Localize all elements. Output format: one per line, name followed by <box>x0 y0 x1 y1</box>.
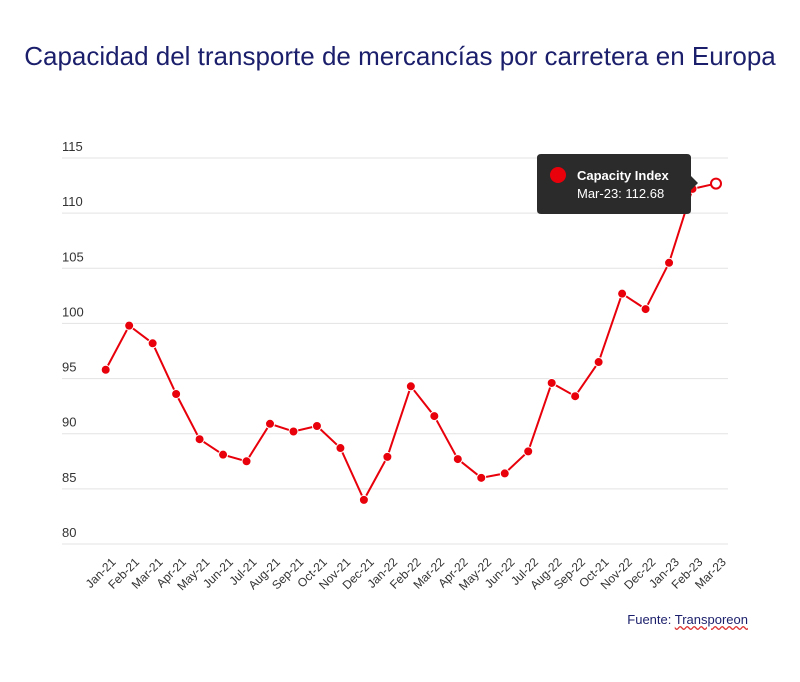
data-point <box>311 420 322 431</box>
data-point <box>241 456 252 467</box>
data-point <box>476 472 487 483</box>
y-tick-label: 110 <box>62 194 83 209</box>
y-tick-label: 105 <box>62 249 84 264</box>
data-point <box>664 257 675 268</box>
data-point <box>147 338 158 349</box>
source-label: Fuente: <box>627 612 672 627</box>
y-tick-label: 90 <box>62 415 76 430</box>
source-link[interactable]: Transporeon <box>674 612 748 627</box>
data-point <box>546 377 557 388</box>
y-tick-label: 95 <box>62 360 76 375</box>
data-point <box>710 177 722 190</box>
data-point <box>382 451 393 462</box>
data-point <box>194 434 205 445</box>
data-point <box>218 449 229 460</box>
data-point <box>100 364 111 375</box>
data-point <box>335 443 346 454</box>
source-note: Fuente: Transporeon <box>627 612 748 627</box>
tooltip-value: Mar-23: 112.68 <box>577 186 664 201</box>
y-tick-label: 80 <box>62 525 76 540</box>
y-tick-label: 115 <box>62 139 83 154</box>
chart-title: Capacidad del transporte de mercancías p… <box>24 41 776 71</box>
data-point <box>358 494 369 505</box>
data-point <box>429 411 440 422</box>
data-point <box>640 304 651 315</box>
y-tick-label: 100 <box>62 304 84 319</box>
data-point <box>452 454 463 465</box>
data-point <box>499 468 510 479</box>
tooltip: Capacity Index Mar-23: 112.68 <box>537 154 698 214</box>
data-point <box>405 381 416 392</box>
series-line <box>104 182 717 503</box>
data-point <box>124 320 135 331</box>
data-point <box>593 357 604 368</box>
tooltip-marker <box>550 167 566 183</box>
data-point <box>171 389 182 400</box>
tooltip-box <box>537 154 698 214</box>
data-point <box>570 391 581 402</box>
tooltip-series: Capacity Index <box>577 168 670 183</box>
data-point <box>265 418 276 429</box>
data-point <box>617 288 628 299</box>
data-point <box>288 426 299 437</box>
data-point <box>523 446 534 457</box>
y-tick-label: 85 <box>62 470 76 485</box>
